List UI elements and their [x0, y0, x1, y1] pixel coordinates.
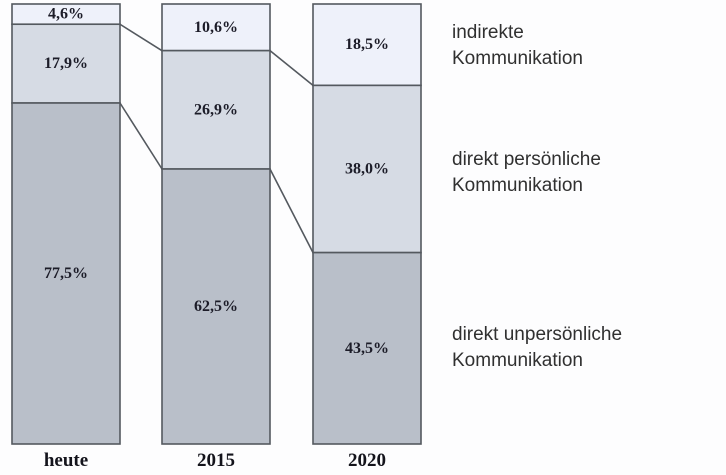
x-axis-label-2020: 2020 — [348, 450, 386, 471]
segment-value-label: 18,5% — [345, 36, 389, 53]
segment-value-label: 10,6% — [194, 19, 238, 36]
segment-value-label: 17,9% — [44, 55, 88, 72]
x-axis-label-heute: heute — [43, 450, 89, 471]
bar-segment — [312, 251, 422, 445]
x-axis-label-2015: 2015 — [197, 450, 235, 471]
segment-value-label: 38,0% — [345, 161, 389, 178]
bar-segment — [312, 3, 422, 87]
bar-segment — [312, 84, 422, 254]
segment-value-label: 62,5% — [194, 298, 238, 315]
legend-label-direkt-persoenliche-kommunikation: direkt persönliche Kommunikation — [452, 149, 601, 196]
segment-value-label: 4,6% — [48, 6, 84, 23]
connector-line — [269, 168, 314, 253]
bar-segment — [161, 168, 271, 445]
connector-line — [119, 23, 163, 52]
bar-segment — [11, 23, 121, 104]
segment-value-label: 77,5% — [44, 265, 88, 282]
connector-line — [269, 50, 314, 87]
segment-value-label: 43,5% — [345, 340, 389, 357]
legend-label-indirekte-kommunikation: indirekte Kommunikation — [452, 22, 583, 69]
legend-label-direkt-unpersoenliche-kommunikation: direkt unpersönliche Kommunikation — [452, 324, 623, 371]
segment-value-label: 26,9% — [194, 101, 238, 118]
bar-segment — [11, 102, 121, 445]
bar-segment — [161, 49, 271, 170]
connector-line — [119, 102, 163, 170]
